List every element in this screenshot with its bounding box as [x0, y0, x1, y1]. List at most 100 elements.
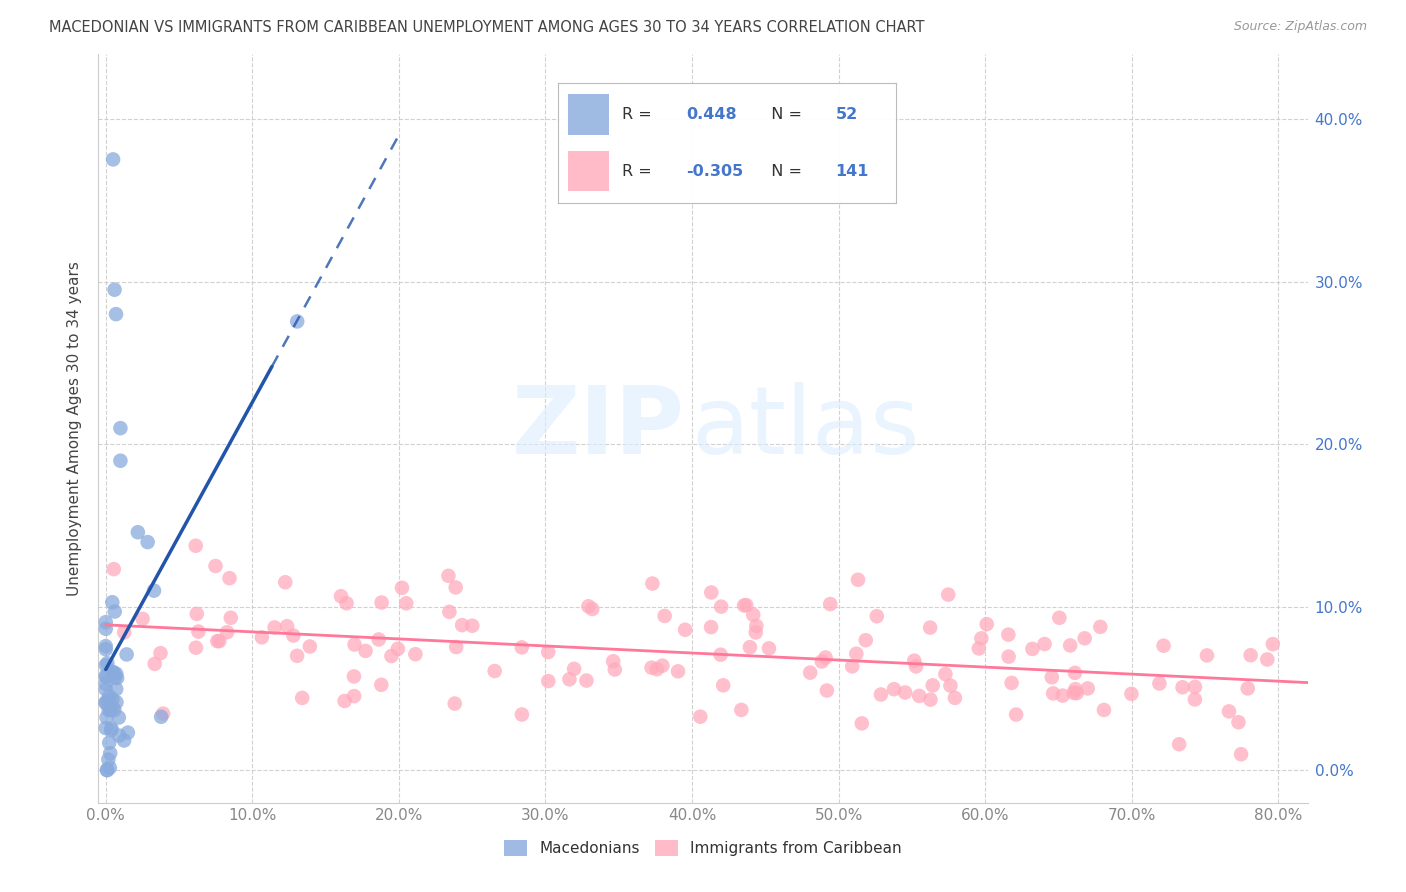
- Point: [115, 648, 138, 662]
- Point: [298, 640, 321, 654]
- Point: [866, 609, 889, 624]
- Point: [117, 725, 139, 739]
- Point: [103, 703, 125, 717]
- Point: [437, 569, 460, 583]
- Point: [815, 683, 838, 698]
- Point: [291, 690, 314, 705]
- Point: [645, 662, 668, 676]
- Point: [758, 641, 780, 656]
- Point: [1230, 747, 1253, 762]
- Point: [510, 640, 533, 655]
- Point: [894, 685, 917, 699]
- Point: [94, 642, 117, 657]
- Point: [150, 710, 173, 724]
- Point: [841, 659, 863, 673]
- Point: [110, 454, 132, 468]
- Point: [104, 670, 127, 684]
- Point: [710, 648, 733, 662]
- Point: [380, 648, 402, 663]
- Point: [1195, 648, 1218, 663]
- Point: [1066, 686, 1088, 700]
- Point: [883, 682, 905, 697]
- Point: [603, 663, 626, 677]
- Point: [710, 599, 733, 614]
- Point: [283, 628, 305, 642]
- Point: [96, 763, 118, 777]
- Point: [96, 763, 118, 777]
- Point: [845, 647, 868, 661]
- Point: [602, 654, 624, 668]
- Point: [1073, 632, 1095, 646]
- Point: [855, 633, 877, 648]
- Point: [733, 599, 755, 613]
- Point: [184, 539, 207, 553]
- Point: [94, 676, 117, 690]
- Point: [152, 706, 174, 721]
- Point: [207, 634, 229, 648]
- Text: atlas: atlas: [690, 382, 920, 475]
- Point: [745, 625, 768, 640]
- Point: [143, 583, 166, 598]
- Point: [742, 607, 765, 622]
- Point: [94, 658, 117, 673]
- Point: [143, 657, 166, 671]
- Point: [730, 703, 752, 717]
- Point: [1064, 665, 1087, 680]
- Point: [640, 660, 662, 674]
- Point: [103, 701, 125, 715]
- Point: [104, 605, 127, 619]
- Point: [250, 631, 273, 645]
- Point: [101, 153, 124, 167]
- Point: [105, 682, 128, 697]
- Text: Source: ZipAtlas.com: Source: ZipAtlas.com: [1233, 20, 1367, 33]
- Point: [370, 678, 392, 692]
- Point: [94, 696, 117, 710]
- Point: [404, 647, 426, 661]
- Point: [94, 721, 117, 735]
- Point: [1227, 715, 1250, 730]
- Point: [641, 576, 664, 591]
- Point: [105, 307, 128, 321]
- Point: [537, 645, 560, 659]
- Point: [558, 673, 581, 687]
- Point: [204, 559, 226, 574]
- Point: [187, 624, 209, 639]
- Point: [920, 621, 942, 635]
- Point: [439, 605, 461, 619]
- Point: [1033, 637, 1056, 651]
- Point: [666, 665, 689, 679]
- Point: [510, 707, 533, 722]
- Point: [1184, 692, 1206, 706]
- Point: [101, 595, 124, 609]
- Point: [1168, 737, 1191, 751]
- Point: [1077, 681, 1099, 696]
- Point: [387, 641, 409, 656]
- Point: [103, 283, 125, 297]
- Point: [814, 650, 837, 665]
- Point: [103, 562, 125, 576]
- Point: [651, 658, 673, 673]
- Point: [581, 602, 603, 616]
- Point: [343, 638, 366, 652]
- Point: [1090, 620, 1112, 634]
- Point: [218, 571, 240, 585]
- Point: [700, 585, 723, 599]
- Point: [1240, 648, 1263, 663]
- Point: [94, 670, 117, 684]
- Point: [94, 695, 117, 709]
- Point: [108, 729, 131, 743]
- Point: [94, 682, 117, 697]
- Point: [333, 694, 356, 708]
- Point: [537, 674, 560, 689]
- Y-axis label: Unemployment Among Ages 30 to 34 years: Unemployment Among Ages 30 to 34 years: [67, 260, 83, 596]
- Point: [103, 665, 125, 680]
- Point: [976, 617, 998, 632]
- Point: [846, 573, 869, 587]
- Point: [343, 669, 366, 683]
- Point: [395, 596, 418, 610]
- Point: [967, 641, 990, 656]
- Point: [578, 599, 600, 614]
- Point: [1236, 681, 1258, 696]
- Point: [1218, 705, 1240, 719]
- Point: [94, 669, 117, 683]
